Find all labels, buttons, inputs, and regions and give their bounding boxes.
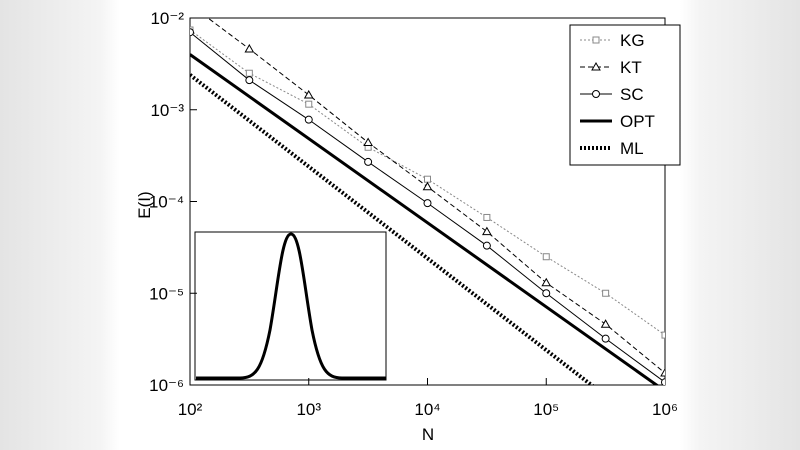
marker <box>364 157 373 166</box>
marker <box>303 89 314 99</box>
marker <box>305 100 313 108</box>
marker <box>424 175 431 183</box>
marker <box>600 319 611 328</box>
legend-label: OPT <box>620 112 655 131</box>
marker <box>661 331 665 339</box>
marker <box>592 90 600 98</box>
x-tick-label: 10³ <box>296 400 321 419</box>
x-axis-label: N <box>422 425 434 444</box>
x-tick-label: 10⁶ <box>652 400 678 419</box>
series-line <box>190 53 660 385</box>
marker <box>542 289 551 298</box>
marker <box>245 69 253 77</box>
marker <box>482 226 492 236</box>
inset <box>194 231 387 381</box>
x-tick-label: 10⁴ <box>414 400 440 419</box>
y-tick-label: 10⁻⁵ <box>149 284 184 303</box>
marker <box>661 378 665 385</box>
marker <box>186 1 194 8</box>
marker <box>422 181 433 191</box>
series-line <box>190 73 595 385</box>
y-tick-label: 10⁻⁴ <box>149 193 184 212</box>
marker <box>542 253 550 261</box>
marker <box>602 289 610 297</box>
marker <box>660 368 665 377</box>
plot-area <box>186 1 665 385</box>
marker <box>601 334 610 343</box>
x-tick-label: 10² <box>178 400 203 419</box>
y-tick-label: 10⁻² <box>150 9 184 28</box>
marker <box>541 277 552 287</box>
marker <box>363 137 373 146</box>
marker <box>482 241 491 250</box>
inset-frame <box>194 231 387 381</box>
marker <box>591 61 601 71</box>
marker <box>190 28 194 37</box>
inset-curve <box>196 232 386 380</box>
y-tick-label: 10⁻³ <box>150 101 184 120</box>
legend-label: KT <box>620 58 642 77</box>
legend-label: ML <box>620 139 644 158</box>
marker <box>245 76 254 85</box>
marker <box>483 213 491 221</box>
marker <box>304 115 313 124</box>
legend-label: SC <box>620 85 644 104</box>
marker <box>423 199 432 208</box>
y-tick-label: 10⁻⁶ <box>149 376 184 395</box>
legend-frame <box>569 24 681 166</box>
marker <box>244 43 255 53</box>
x-tick-label: 10⁵ <box>533 400 559 419</box>
marker <box>592 36 600 44</box>
y-axis-label: E(I) <box>135 191 154 218</box>
legend-label: KG <box>620 31 645 50</box>
